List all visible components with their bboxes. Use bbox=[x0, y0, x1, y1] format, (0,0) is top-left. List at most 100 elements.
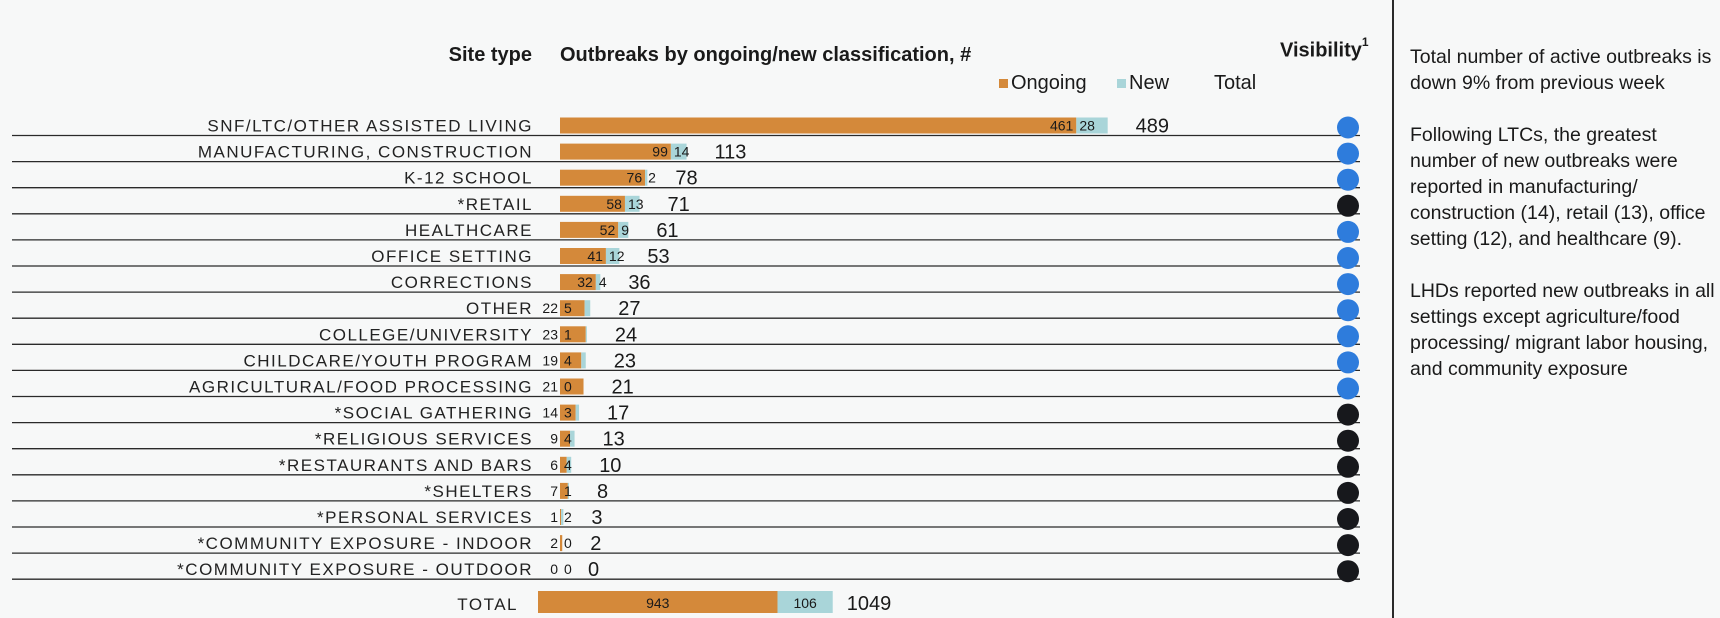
bar-new-label: 5 bbox=[564, 300, 572, 316]
row-label: *RELIGIOUS SERVICES bbox=[315, 430, 533, 449]
bar-new-label: 2 bbox=[648, 170, 656, 186]
bar-total-label: 0 bbox=[588, 559, 599, 581]
bar-ongoing bbox=[560, 352, 582, 369]
bar-ongoing-label: 99 bbox=[652, 144, 668, 160]
row-label: K-12 SCHOOL bbox=[404, 169, 533, 188]
visibility-footnote-marker: 1 bbox=[1361, 35, 1369, 49]
bar-ongoing-label: 19 bbox=[542, 352, 558, 368]
bar-ongoing bbox=[560, 482, 568, 499]
bar-ongoing bbox=[560, 404, 576, 421]
bar-ongoing bbox=[560, 143, 671, 160]
bar-new bbox=[624, 195, 640, 212]
bar-new bbox=[645, 169, 648, 186]
bar-total-label: 8 bbox=[597, 481, 608, 503]
bar-ongoing bbox=[560, 430, 571, 447]
bar-new-label: 4 bbox=[564, 457, 572, 473]
row-label: MANUFACTURING, CONSTRUCTION bbox=[198, 143, 533, 162]
bar-ongoing bbox=[560, 300, 585, 317]
visibility-header-label: Visibility bbox=[1280, 39, 1362, 62]
bar-ongoing-label: 32 bbox=[577, 274, 593, 290]
bar-total-label: 78 bbox=[675, 168, 697, 190]
bar-ongoing bbox=[560, 195, 625, 212]
commentary-panel: Total number of active outbreaks is down… bbox=[1410, 44, 1720, 408]
bar-new bbox=[605, 248, 620, 264]
visibility-dot bbox=[1337, 168, 1359, 191]
bar-new-label: 4 bbox=[564, 352, 572, 368]
bar-ongoing bbox=[560, 509, 562, 525]
visibility-dot bbox=[1337, 481, 1359, 504]
panel-divider bbox=[1392, 0, 1394, 618]
bar-total-label: 10 bbox=[599, 455, 621, 477]
bar-ongoing bbox=[560, 169, 646, 186]
bar-new-label: 0 bbox=[564, 379, 572, 395]
legend-total: Total bbox=[1214, 72, 1256, 95]
bar-total-label: 489 bbox=[1136, 116, 1169, 138]
note-1: Total number of active outbreaks is down… bbox=[1410, 46, 1712, 94]
total-bar-ongoing bbox=[538, 591, 778, 613]
bar-ongoing-label: 22 bbox=[542, 300, 558, 316]
bar-ongoing bbox=[560, 274, 596, 291]
bar-new-label: 1 bbox=[564, 483, 572, 499]
visibility-dot bbox=[1337, 403, 1359, 426]
bar-new-label: 4 bbox=[599, 274, 607, 290]
bar-ongoing-label: 21 bbox=[542, 379, 558, 395]
legend-ongoing: Ongoing bbox=[999, 72, 1087, 95]
bar-new-label: 3 bbox=[564, 405, 572, 421]
site-type-header: Site type bbox=[448, 44, 532, 66]
row-label: *RETAIL bbox=[458, 195, 533, 214]
bar-ongoing-label: 52 bbox=[600, 222, 616, 238]
bar-new-label: 12 bbox=[609, 248, 625, 264]
chart-title: Outbreaks by ongoing/new classification,… bbox=[560, 44, 972, 66]
bar-ongoing-label: 1 bbox=[550, 509, 558, 525]
note-2: Following LTCs, the greatest number of n… bbox=[1410, 124, 1706, 250]
bar-ongoing bbox=[560, 378, 584, 395]
bar-total-label: 23 bbox=[614, 350, 636, 372]
bar-ongoing-label: 14 bbox=[542, 405, 558, 421]
visibility-dot bbox=[1337, 560, 1359, 583]
bar-new-label: 2 bbox=[564, 509, 572, 525]
bar-ongoing bbox=[560, 326, 586, 343]
row-label: CORRECTIONS bbox=[391, 273, 533, 292]
bar-ongoing-label: 76 bbox=[627, 170, 643, 186]
bar-new bbox=[567, 482, 569, 499]
bar-total-label: 17 bbox=[607, 403, 629, 425]
visibility-dot bbox=[1337, 351, 1359, 374]
bar-new bbox=[570, 430, 575, 447]
bar-new bbox=[566, 456, 572, 473]
bar-new-label: 13 bbox=[628, 196, 644, 212]
row-label: CHILDCARE/YOUTH PROGRAM bbox=[243, 351, 533, 370]
bar-ongoing-label: 6 bbox=[550, 457, 558, 473]
visibility-dot bbox=[1337, 299, 1359, 322]
visibility-dot bbox=[1337, 220, 1359, 243]
bar-total-label: 3 bbox=[591, 507, 602, 529]
bar-ongoing-label: 461 bbox=[1050, 118, 1074, 134]
visibility-dot bbox=[1337, 377, 1359, 400]
bar-total-label: 53 bbox=[647, 246, 669, 268]
bar-total-label: 27 bbox=[618, 298, 640, 320]
bar-ongoing bbox=[560, 221, 619, 238]
bar-new-label: 28 bbox=[1079, 118, 1095, 134]
total-new-label: 106 bbox=[793, 595, 817, 611]
bar-ongoing bbox=[560, 117, 1077, 134]
total-row-label: TOTAL bbox=[457, 595, 518, 614]
legend-new-label: New bbox=[1129, 72, 1170, 94]
bar-new bbox=[595, 274, 601, 291]
bar-ongoing bbox=[560, 535, 563, 552]
row-label: COLLEGE/UNIVERSITY bbox=[319, 325, 533, 344]
bar-total-label: 61 bbox=[656, 220, 678, 242]
bar-new bbox=[670, 143, 687, 160]
legend-total-label: Total bbox=[1214, 72, 1257, 94]
row-label: *COMMUNITY EXPOSURE - OUTDOOR bbox=[177, 560, 533, 579]
row-label: AGRICULTURAL/FOOD PROCESSING bbox=[189, 378, 533, 397]
row-label: *RESTAURANTS AND BARS bbox=[279, 456, 533, 475]
row-label: SNF/LTC/OTHER ASSISTED LIVING bbox=[207, 117, 533, 136]
bar-ongoing-label: 23 bbox=[542, 326, 558, 342]
visibility-dot bbox=[1337, 142, 1359, 165]
legend-new: New bbox=[1117, 72, 1169, 95]
bar-total-label: 2 bbox=[590, 533, 601, 555]
bar-new bbox=[618, 221, 629, 238]
row-label: HEALTHCARE bbox=[405, 221, 533, 240]
bar-new-label: 9 bbox=[621, 222, 629, 238]
bar-ongoing-label: 9 bbox=[550, 431, 558, 447]
bar-new bbox=[561, 509, 564, 525]
